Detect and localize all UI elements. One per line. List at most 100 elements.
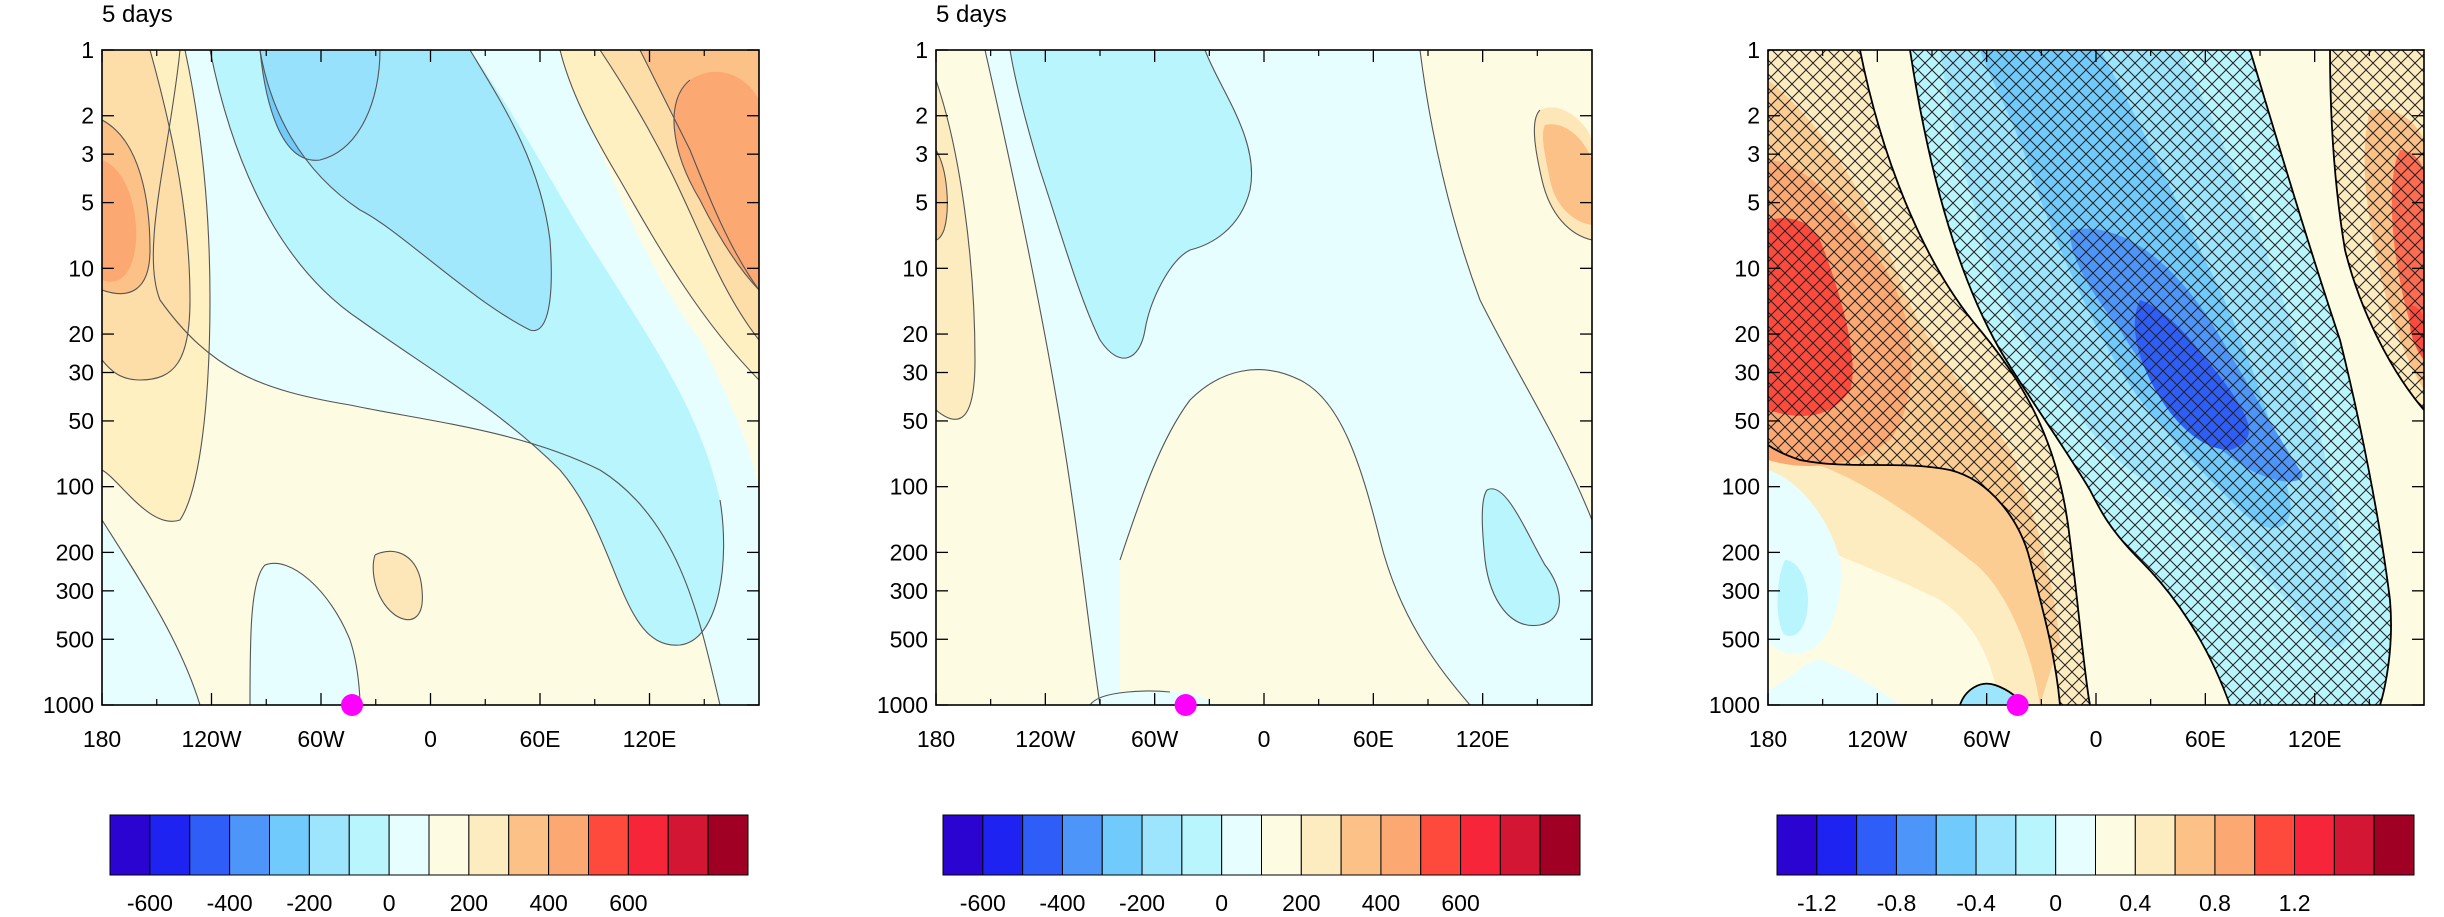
colorbar-swatch bbox=[2373, 814, 2415, 876]
colorbar-swatch bbox=[2254, 814, 2296, 876]
xtick-label: 120W bbox=[1015, 726, 1075, 752]
ytick-label: 30 bbox=[68, 360, 94, 386]
colorbar-label: -1.2 bbox=[1797, 890, 1837, 916]
ytick-label: 3 bbox=[1747, 141, 1760, 167]
colorbar-swatch bbox=[468, 814, 510, 876]
colorbar-swatch bbox=[1776, 814, 1818, 876]
ytick-label: 50 bbox=[1734, 408, 1760, 434]
panel-1-field bbox=[102, 50, 759, 705]
ytick-label: 300 bbox=[1722, 578, 1760, 604]
colorbar-label: 600 bbox=[1441, 890, 1479, 916]
panel-3-colorbar: -1.2 -0.8 -0.4 0 0.4 0.8 1.2 bbox=[1776, 814, 2415, 916]
ytick-label: 50 bbox=[68, 408, 94, 434]
colorbar-swatch bbox=[548, 814, 589, 876]
colorbar-swatch bbox=[2095, 814, 2136, 876]
colorbar-label: 400 bbox=[529, 890, 567, 916]
xtick-label: 120E bbox=[2288, 726, 2342, 752]
ytick-label: 300 bbox=[56, 578, 94, 604]
colorbar-swatch bbox=[1895, 814, 1937, 876]
ytick-label: 5 bbox=[81, 190, 94, 216]
colorbar-swatch bbox=[2015, 814, 2057, 876]
panel-1-colorbar: -600 -400 -200 0 200 400 600 bbox=[109, 814, 749, 916]
ytick-label: 20 bbox=[902, 321, 928, 347]
colorbar-label: -200 bbox=[1119, 890, 1165, 916]
panel-3-xticks: 180 120W 60W 0 60E 120E bbox=[1749, 50, 2370, 752]
colorbar-swatch bbox=[1061, 814, 1103, 876]
panel-1-title: 5 days bbox=[102, 1, 173, 28]
ytick-label: 1000 bbox=[43, 692, 94, 718]
colorbar-label: 0 bbox=[2049, 890, 2062, 916]
ytick-label: 10 bbox=[1734, 255, 1760, 281]
panel-2-title: 5 days bbox=[936, 1, 1007, 28]
ytick-label: 2 bbox=[1747, 103, 1760, 129]
xtick-label: 180 bbox=[1749, 726, 1787, 752]
colorbar-swatch bbox=[428, 814, 470, 876]
ytick-label: 3 bbox=[81, 141, 94, 167]
xtick-label: 0 bbox=[424, 726, 437, 752]
ytick-label: 1 bbox=[915, 37, 928, 63]
colorbar-swatch bbox=[1856, 814, 1897, 876]
panel-2: 5 days bbox=[877, 1, 1593, 916]
ytick-label: 3 bbox=[915, 141, 928, 167]
panel-2-colorbar: -600 -400 -200 0 200 400 600 bbox=[942, 814, 1581, 916]
colorbar-swatch bbox=[388, 814, 430, 876]
ytick-label: 100 bbox=[56, 474, 94, 500]
colorbar-swatch bbox=[1300, 814, 1342, 876]
xtick-label: 60E bbox=[1353, 726, 1394, 752]
colorbar-swatch bbox=[149, 814, 191, 876]
panel-1: 5 days bbox=[43, 1, 760, 916]
ytick-label: 1000 bbox=[877, 692, 928, 718]
colorbar-swatch bbox=[109, 814, 151, 876]
colorbar-swatch bbox=[982, 814, 1024, 876]
ytick-label: 200 bbox=[890, 539, 928, 565]
xtick-label: 0 bbox=[1258, 726, 1271, 752]
colorbar-swatch bbox=[707, 814, 749, 876]
colorbar-swatch bbox=[1141, 814, 1183, 876]
ytick-label: 10 bbox=[68, 255, 94, 281]
colorbar-label: 0.4 bbox=[2119, 890, 2151, 916]
colorbar-swatch bbox=[189, 814, 231, 876]
colorbar-swatch bbox=[508, 814, 550, 876]
ytick-label: 1 bbox=[1747, 37, 1760, 63]
panel-3: 1 2 3 5 10 20 30 50 100 200 300 500 1000 180 120W 60W 0… bbox=[1709, 37, 2425, 916]
location-marker bbox=[2006, 694, 2029, 716]
ytick-label: 5 bbox=[915, 190, 928, 216]
colorbar-swatch bbox=[2294, 814, 2335, 876]
ytick-label: 2 bbox=[81, 103, 94, 129]
ytick-label: 500 bbox=[1722, 626, 1760, 652]
panel-3-yticks: 1 2 3 5 10 20 30 50 100 200 300 500 1000 bbox=[1709, 37, 2424, 718]
colorbar-swatch bbox=[588, 814, 629, 876]
colorbar-label: 200 bbox=[450, 890, 488, 916]
colorbar-label: 600 bbox=[609, 890, 647, 916]
ytick-label: 50 bbox=[902, 408, 928, 434]
colorbar-swatch bbox=[1261, 814, 1302, 876]
ytick-label: 100 bbox=[890, 474, 928, 500]
xtick-label: 60W bbox=[1963, 726, 2011, 752]
colorbar-swatch bbox=[667, 814, 709, 876]
xtick-label: 120W bbox=[181, 726, 241, 752]
colorbar-label: 0.8 bbox=[2199, 890, 2231, 916]
colorbar-label: 400 bbox=[1362, 890, 1400, 916]
panel-2-marker bbox=[1174, 694, 1197, 716]
colorbar-swatch bbox=[627, 814, 669, 876]
colorbar-label: 1.2 bbox=[2279, 890, 2311, 916]
xtick-label: 60W bbox=[1131, 726, 1179, 752]
xtick-label: 60W bbox=[297, 726, 345, 752]
colorbar-swatch bbox=[942, 814, 984, 876]
ytick-label: 100 bbox=[1722, 474, 1760, 500]
ytick-label: 200 bbox=[1722, 539, 1760, 565]
colorbar-swatch bbox=[1101, 814, 1143, 876]
colorbar-swatch bbox=[2214, 814, 2256, 876]
panel-3-marker bbox=[2006, 694, 2029, 716]
colorbar-swatch bbox=[1975, 814, 2017, 876]
colorbar-label: -400 bbox=[207, 890, 253, 916]
ytick-label: 2 bbox=[915, 103, 928, 129]
xtick-label: 180 bbox=[83, 726, 121, 752]
colorbar-swatch bbox=[1816, 814, 1858, 876]
colorbar-swatch bbox=[1935, 814, 1977, 876]
location-marker bbox=[1174, 694, 1197, 716]
colorbar-label: -400 bbox=[1039, 890, 1085, 916]
colorbar-swatch bbox=[2174, 814, 2216, 876]
colorbar-swatch bbox=[2055, 814, 2096, 876]
